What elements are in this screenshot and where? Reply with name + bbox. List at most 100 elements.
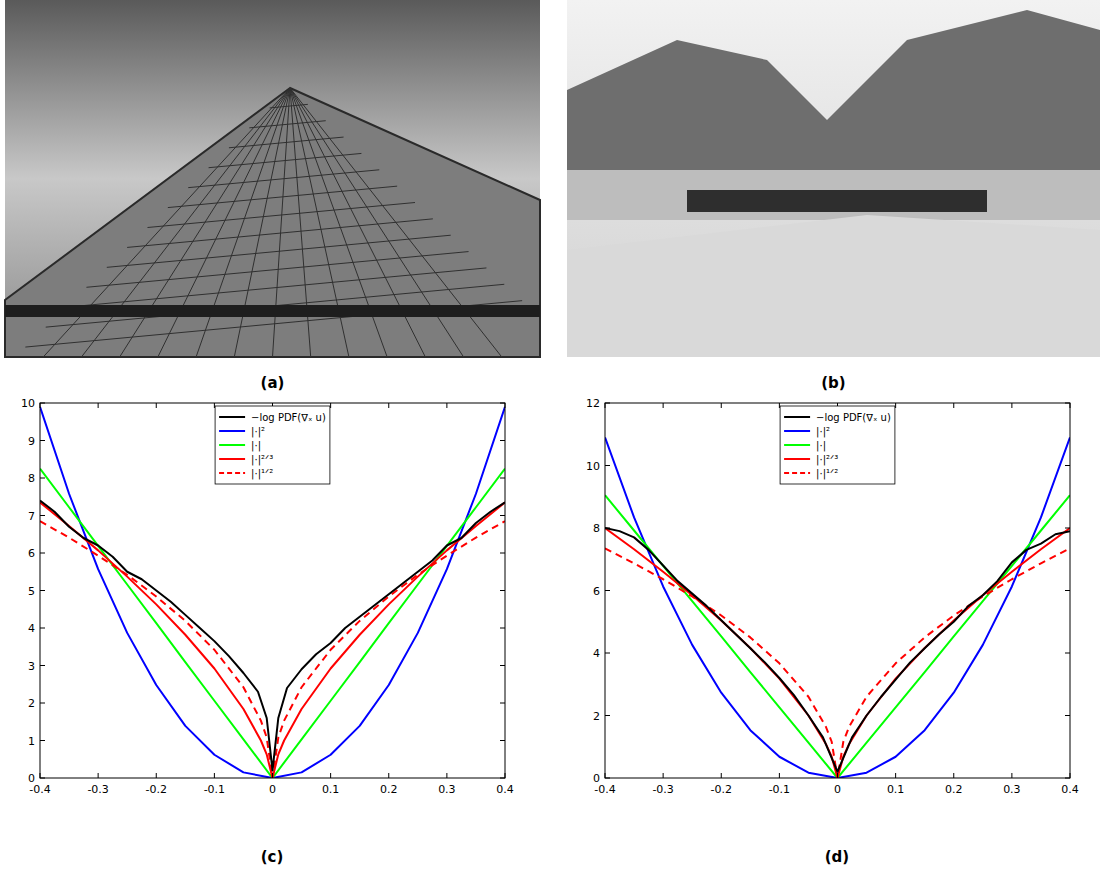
- photo-background: [5, 0, 540, 357]
- y-tick-label: 5: [28, 585, 35, 598]
- series-line: [40, 469, 505, 778]
- wall: [687, 190, 987, 212]
- y-tick: [500, 778, 505, 779]
- legend-label: |·|¹ᐟ²: [816, 468, 838, 480]
- x-tick-label: 0.4: [1061, 783, 1079, 796]
- photo-a: [5, 0, 540, 357]
- x-tick: [837, 773, 838, 778]
- y-tick-label: 12: [586, 397, 600, 410]
- legend-swatch: [219, 416, 245, 418]
- y-tick: [500, 403, 505, 404]
- y-tick-label: 0: [28, 772, 35, 785]
- x-tick: [1011, 403, 1012, 408]
- y-tick: [605, 465, 610, 466]
- y-tick: [605, 653, 610, 654]
- y-tick-label: 8: [28, 472, 35, 485]
- legend-swatch: [219, 458, 245, 460]
- y-tick: [1065, 778, 1070, 779]
- photo-b: [567, 0, 1100, 357]
- series-line: [40, 501, 505, 771]
- x-tick-label: -0.3: [652, 783, 673, 796]
- y-tick: [1065, 528, 1070, 529]
- legend-box: [215, 406, 330, 484]
- x-tick-label: -0.2: [711, 783, 732, 796]
- x-tick: [663, 403, 664, 408]
- y-tick: [500, 478, 505, 479]
- y-tick: [500, 515, 505, 516]
- y-tick: [500, 740, 505, 741]
- x-tick: [98, 773, 99, 778]
- x-tick: [505, 773, 506, 778]
- y-tick: [605, 778, 610, 779]
- x-tick: [446, 403, 447, 408]
- legend-label: |·|¹ᐟ²: [251, 468, 273, 480]
- y-tick-label: 7: [28, 510, 35, 523]
- y-tick: [605, 403, 610, 404]
- x-tick-label: -0.1: [769, 783, 790, 796]
- legend-label: |·|²: [816, 426, 830, 438]
- x-tick-label: 0.1: [887, 783, 905, 796]
- x-tick-label: 0.2: [380, 783, 398, 796]
- caption: (d): [825, 848, 849, 866]
- plot-background: [40, 403, 505, 778]
- y-tick: [40, 403, 45, 404]
- frame-line: [86, 252, 468, 288]
- y-tick-label: 9: [28, 435, 35, 448]
- x-tick: [605, 773, 606, 778]
- x-tick-label: 0.1: [322, 783, 340, 796]
- y-tick-label: 0: [593, 772, 600, 785]
- y-tick: [605, 715, 610, 716]
- legend-swatch: [219, 430, 245, 432]
- y-tick: [500, 703, 505, 704]
- x-tick-label: -0.1: [204, 783, 225, 796]
- y-tick: [40, 553, 45, 554]
- legend-label: |·|: [251, 440, 261, 452]
- x-tick: [895, 773, 896, 778]
- x-tick: [721, 773, 722, 778]
- y-tick-label: 2: [593, 710, 600, 723]
- y-tick: [605, 528, 610, 529]
- y-tick-label: 4: [593, 647, 600, 660]
- legend-label: |·|²ᐟ³: [251, 454, 273, 466]
- x-tick: [388, 403, 389, 408]
- y-tick-label: 2: [28, 697, 35, 710]
- x-tick: [1070, 773, 1071, 778]
- series-line: [605, 548, 1070, 778]
- y-tick: [40, 703, 45, 704]
- beam: [5, 305, 540, 317]
- x-tick: [1011, 773, 1012, 778]
- legend-label: −log PDF(∇ₓ u): [816, 412, 891, 423]
- x-tick-label: 0: [269, 783, 276, 796]
- y-tick-label: 6: [593, 585, 600, 598]
- x-tick: [605, 403, 606, 408]
- x-tick: [156, 773, 157, 778]
- y-tick: [500, 553, 505, 554]
- y-tick: [605, 590, 610, 591]
- legend: −log PDF(∇ₓ u)|·|²|·||·|²ᐟ³|·|¹ᐟ²: [215, 406, 330, 484]
- chart: -0.4-0.3-0.2-0.100.10.20.30.4024681012−l…: [586, 397, 1079, 866]
- y-tick: [500, 440, 505, 441]
- plot-background: [605, 403, 1070, 778]
- x-tick: [330, 773, 331, 778]
- y-tick: [40, 440, 45, 441]
- caption: (c): [261, 848, 284, 866]
- pyramid: [5, 88, 540, 357]
- frame-line: [66, 268, 486, 307]
- y-tick: [1065, 403, 1070, 404]
- plot-frame: [605, 403, 1070, 778]
- legend-swatch: [784, 430, 810, 432]
- x-tick: [40, 773, 41, 778]
- y-tick: [40, 665, 45, 666]
- y-tick: [40, 740, 45, 741]
- x-tick: [388, 773, 389, 778]
- x-tick: [446, 773, 447, 778]
- y-tick: [40, 515, 45, 516]
- y-tick: [40, 778, 45, 779]
- legend-label: |·|²ᐟ³: [816, 454, 838, 466]
- series-line: [605, 528, 1070, 778]
- x-tick: [721, 403, 722, 408]
- y-tick-label: 8: [593, 522, 600, 535]
- series-line: [605, 528, 1070, 772]
- y-tick: [1065, 465, 1070, 466]
- legend-swatch: [219, 472, 245, 474]
